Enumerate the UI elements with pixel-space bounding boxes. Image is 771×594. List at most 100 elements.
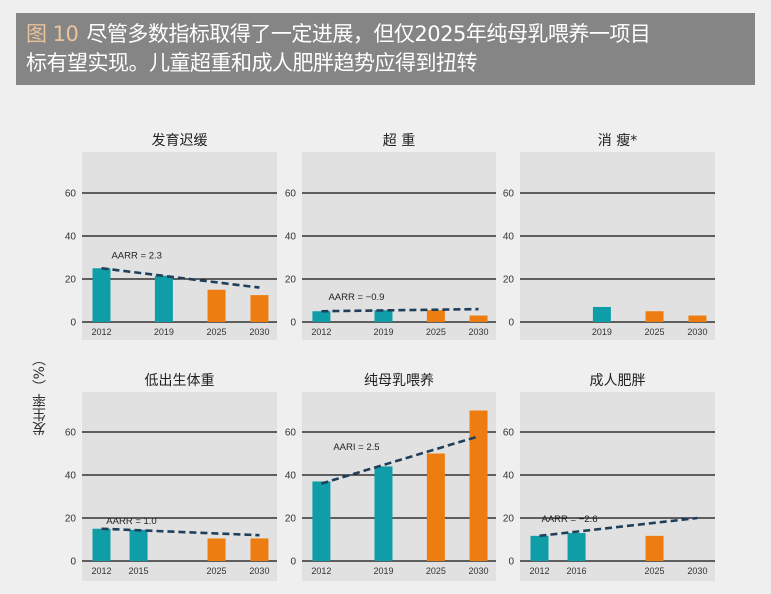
bar	[154, 275, 173, 322]
bar	[374, 310, 393, 322]
x-tick-label: 2030	[469, 566, 489, 576]
y-tick-label: 20	[65, 514, 77, 525]
x-tick-label: 2025	[207, 566, 227, 576]
trend-line	[321, 307, 479, 313]
y-tick-label: 20	[503, 514, 515, 525]
panel-background	[520, 152, 715, 340]
trend-annotation: AARR = −2.6	[542, 514, 598, 525]
trend-annotation: AARR = 1.0	[106, 516, 156, 527]
bar	[250, 295, 269, 322]
bar	[92, 268, 111, 322]
x-tick-label: 2019	[154, 327, 174, 337]
bar	[207, 538, 226, 561]
y-tick-label: 0	[290, 318, 296, 329]
chart-panel: 纯母乳喂养 0 20 40 60 2012 2019 2025 2030 AARI = 2.5	[285, 373, 496, 581]
x-tick-label: 2030	[687, 566, 707, 576]
x-tick-label: 2025	[426, 327, 446, 337]
bar	[207, 289, 226, 322]
y-tick-label: 60	[65, 189, 77, 200]
panel-title: 低出生体重	[145, 373, 215, 389]
figure-label: 图 10	[26, 22, 79, 46]
bar	[426, 453, 445, 561]
trend-line	[321, 435, 479, 485]
bar	[250, 538, 269, 561]
y-tick-label: 40	[65, 471, 77, 482]
chart-panel: 消 瘦* 0 20 40 60 2019 2025 2030	[503, 132, 715, 340]
panel-background	[302, 152, 496, 340]
bar	[645, 535, 664, 561]
x-tick-label: 2025	[645, 327, 665, 337]
chart-panel: 低出生体重 0 20 40 60 2012 2015 2025 2030 AARR = 1.0	[65, 373, 277, 581]
x-tick-label: 2019	[373, 566, 393, 576]
x-tick-label: 2012	[311, 566, 331, 576]
y-tick-label: 20	[285, 514, 297, 525]
y-tick-label: 20	[285, 275, 297, 286]
x-tick-label: 2030	[249, 566, 269, 576]
bar	[374, 466, 393, 561]
x-tick-label: 2012	[91, 566, 111, 576]
y-tick-label: 60	[503, 189, 515, 200]
panel-title: 消 瘦*	[598, 132, 637, 149]
y-tick-label: 60	[285, 189, 297, 200]
y-tick-label: 0	[508, 557, 514, 568]
bar	[312, 311, 331, 322]
y-tick-label: 20	[65, 275, 77, 286]
x-tick-label: 2025	[426, 566, 446, 576]
y-tick-label: 0	[70, 557, 76, 568]
x-tick-label: 2016	[567, 566, 587, 576]
y-tick-label: 20	[503, 275, 515, 286]
x-tick-label: 2015	[129, 566, 149, 576]
trend-line	[539, 516, 698, 538]
y-tick-label: 0	[290, 557, 296, 568]
header-line-1: 图 10 尽管多数指标取得了一定进展，但仅2025年纯母乳喂养一项目	[26, 20, 745, 49]
y-tick-label: 60	[65, 428, 77, 439]
panel-title: 超 重	[383, 133, 415, 149]
y-tick-label: 40	[285, 232, 297, 243]
x-tick-label: 2019	[592, 327, 612, 337]
y-tick-label: 40	[503, 232, 515, 243]
panel-title: 纯母乳喂养	[364, 373, 434, 389]
x-tick-label: 2025	[207, 327, 227, 337]
bar	[530, 535, 549, 561]
chart-panel: 发育迟缓 0 20 40 60 2012 2019 2025 2030 AARR = 2.3	[65, 133, 277, 340]
panel-background	[82, 392, 277, 581]
y-tick-label: 0	[508, 318, 514, 329]
bar	[567, 533, 586, 561]
bar	[592, 306, 611, 322]
x-tick-label: 2012	[91, 327, 111, 337]
y-tick-label: 40	[285, 471, 297, 482]
bar	[312, 481, 331, 561]
bar	[688, 315, 707, 322]
panel-background	[82, 152, 277, 340]
trend-annotation: AARR = 2.3	[111, 250, 161, 261]
trend-line	[101, 266, 260, 289]
x-tick-label: 2025	[645, 566, 665, 576]
x-tick-label: 2030	[469, 327, 489, 337]
title-line-2: 标有望实现。儿童超重和成人肥胖趋势应得到扭转	[26, 51, 478, 75]
chart-panel: 成人肥胖 0 20 40 60 2012 2016 2025 2030 AARR = −2.6	[503, 373, 715, 581]
y-tick-label: 40	[503, 471, 515, 482]
bar	[469, 410, 488, 561]
y-tick-label: 60	[285, 428, 297, 439]
y-tick-label: 60	[503, 428, 515, 439]
figure-header: 图 10 尽管多数指标取得了一定进展，但仅2025年纯母乳喂养一项目 标有望实现。…	[16, 13, 755, 85]
bar	[129, 529, 148, 561]
trend-annotation: AARR = −0.9	[328, 292, 384, 303]
bar	[426, 310, 445, 322]
x-tick-label: 2012	[529, 566, 549, 576]
bar	[645, 311, 664, 322]
x-tick-label: 2019	[373, 327, 393, 337]
trend-line	[101, 527, 260, 537]
trend-annotation: AARI = 2.5	[333, 442, 379, 453]
bar	[92, 528, 111, 561]
x-tick-label: 2030	[249, 327, 269, 337]
chart-panel: 超 重 0 20 40 60 2012 2019 2025 2030 AARR = −0.9	[285, 133, 496, 340]
panel-title: 成人肥胖	[590, 373, 646, 389]
panel-background	[302, 392, 496, 581]
panel-background	[520, 392, 715, 581]
x-tick-label: 2012	[311, 327, 331, 337]
y-tick-label: 0	[70, 318, 76, 329]
panel-title: 发育迟缓	[152, 133, 208, 149]
bar	[469, 315, 488, 322]
